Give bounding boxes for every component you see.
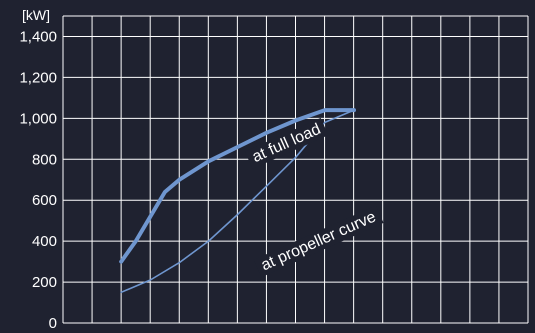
y-tick-label: 800	[32, 151, 57, 168]
series-label-background	[244, 117, 329, 169]
y-tick-label: 0	[49, 315, 57, 332]
y-axis-tick-labels: 0 200 400 600 800 1,000 1,200 1,400	[19, 28, 57, 332]
y-tick-label: 1,400	[19, 28, 57, 45]
grid-lines	[62, 15, 529, 324]
y-axis-unit-label: [kW]	[22, 7, 50, 23]
y-tick-label: 1,000	[19, 110, 57, 127]
y-tick-label: 600	[32, 192, 57, 209]
y-tick-label: 200	[32, 274, 57, 291]
series-line-1	[119, 108, 356, 264]
y-tick-label: 400	[32, 233, 57, 250]
y-tick-label: 1,200	[19, 69, 57, 86]
series-label-background	[253, 205, 384, 278]
